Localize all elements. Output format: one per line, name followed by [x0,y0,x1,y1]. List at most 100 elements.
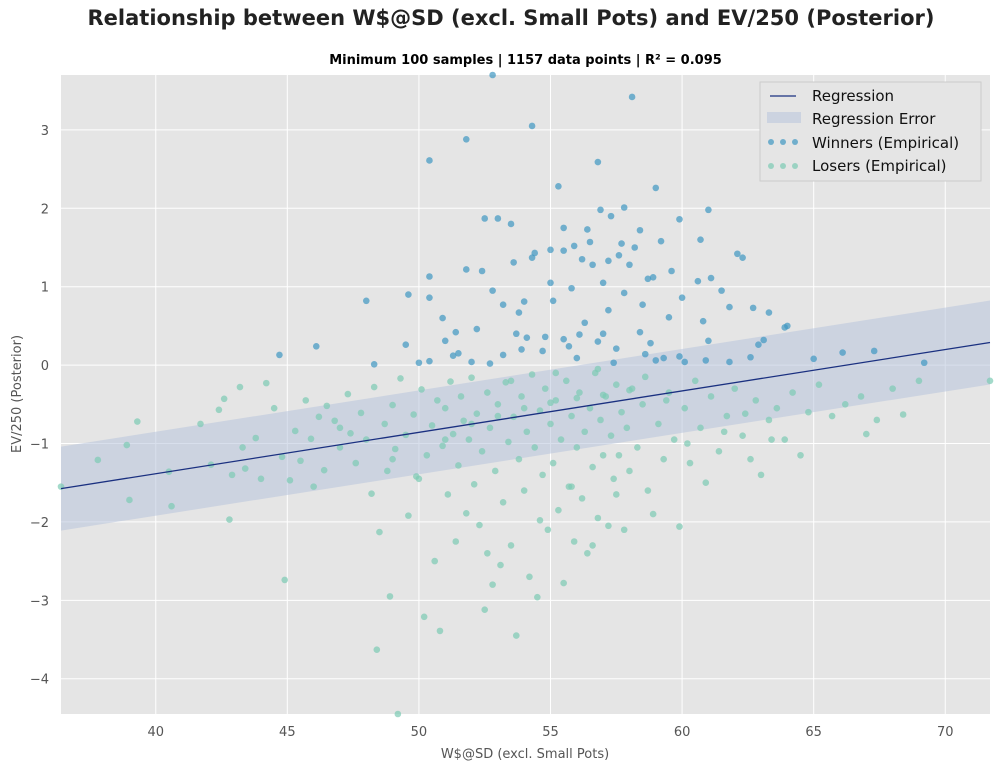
loser-point [352,459,360,467]
winner-point [499,351,507,359]
x-axis-label: W$@SD (excl. Small Pots) [441,747,609,762]
regression-line [60,341,991,490]
loser-point [478,448,486,455]
loser-point [568,412,575,420]
loser-point [499,499,507,506]
loser-point [462,509,470,517]
legend-regression-label: Regression [812,87,894,105]
winner-point [784,322,791,330]
y-tick-label: −2 [30,516,49,531]
winner-point [660,354,667,362]
winner-point [547,246,554,254]
loser-point [491,467,499,475]
loser-point [126,496,133,504]
loser-point [302,397,310,404]
loser-point [915,377,923,385]
loser-point [386,593,394,600]
winner-point [518,346,525,353]
winner-point [594,158,602,166]
loser-point [444,491,452,498]
loser-point [555,506,562,514]
loser-point [449,430,457,438]
legend-error-label: Regression Error [812,110,936,128]
loser-point [439,442,446,450]
loser-point [236,383,244,391]
loser-point [547,399,554,407]
winner-point [473,325,481,333]
winner-point [362,297,370,305]
loser-point [531,444,539,451]
winner-point [565,342,573,350]
loser-point [670,436,678,443]
regression-line-group [60,341,991,490]
loser-point [623,424,631,432]
winner-point [276,351,283,359]
winner-point [599,279,607,287]
winner-point [597,206,604,214]
loser-point [331,417,338,425]
winner-point [734,250,741,258]
loser-point [441,404,449,412]
winner-point [528,122,536,130]
loser-point [576,389,583,396]
winner-point [439,314,446,322]
winner-point [555,183,562,190]
y-tick-label: −1 [30,438,49,453]
loser-point [252,434,260,442]
loser-point [226,516,233,523]
legend-winners-marker [792,139,798,145]
winner-point [652,184,660,192]
legend-winners-label: Winners (Empirical) [812,134,959,152]
winner-point [636,328,644,336]
x-tick-label: 65 [805,725,822,740]
loser-point [502,379,510,386]
loser-point [626,386,633,394]
loser-point [586,404,594,412]
y-tick-label: −3 [30,594,49,609]
loser-point [568,483,575,490]
loser-point [570,538,578,545]
winner-point [702,357,710,364]
winner-point [512,330,520,338]
winner-point [489,71,496,79]
loser-point [589,542,596,549]
loser-point [310,483,317,490]
loser-point [518,393,525,400]
loser-point [889,385,896,392]
loser-point [610,475,617,483]
loser-point [370,383,378,391]
legend-winners-marker [768,139,774,145]
loser-point [465,436,473,443]
winner-point [755,341,762,349]
loser-point [373,646,381,654]
loser-point [681,404,689,412]
loser-point [707,393,715,400]
loser-point [536,407,544,414]
loser-point [336,444,344,451]
legend-losers-marker [768,163,774,169]
winner-point [426,294,433,301]
loser-point [455,462,462,469]
winner-point [697,236,704,243]
loser-point [452,538,460,545]
loser-point [752,397,760,404]
legend-winners-marker [780,139,786,145]
winner-point [641,350,649,358]
loser-point [410,411,417,418]
winner-point [494,215,502,222]
winner-point [510,259,517,266]
winner-point [739,254,746,261]
winner-point [810,355,817,363]
loser-point [757,471,765,479]
winner-point [426,273,433,280]
winner-point [639,301,646,309]
loser-point [641,373,649,381]
winner-point [455,350,462,357]
winner-point [726,358,733,366]
loser-point [539,471,546,479]
winner-point [631,244,639,251]
loser-point [94,456,102,464]
winner-point [665,313,673,321]
winner-point [705,206,712,214]
winner-point [620,289,628,297]
